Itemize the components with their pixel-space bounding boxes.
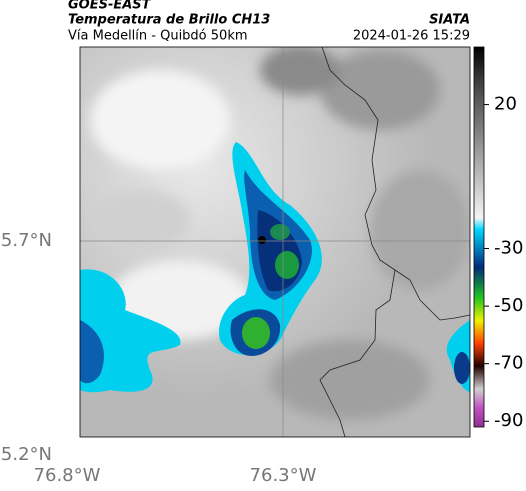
map-frame (79, 46, 471, 438)
colorbar-tick-label: -90 (494, 410, 523, 431)
product: Temperatura de Brillo CH13 (68, 13, 270, 28)
satellite: GOES-EAST (68, 0, 152, 13)
lon-label: 76.8°W (34, 465, 101, 486)
satellite-image (80, 47, 470, 437)
colorbar-tick-label: -30 (494, 238, 523, 259)
colorbar (473, 46, 485, 428)
source: SIATA (429, 13, 470, 28)
colorbar-tick-label: 20 (494, 94, 517, 115)
lon-label: 76.3°W (250, 465, 317, 486)
colorbar-tick-label: -70 (494, 353, 523, 374)
datetime: 2024-01-26 15:29 (353, 29, 470, 44)
colorbar-tick-label: -50 (494, 295, 523, 316)
lat-label: 5.2°N (1, 444, 52, 465)
lat-label: 5.7°N (1, 230, 52, 251)
location: Vía Medellín - Quibdó 50km (68, 29, 248, 44)
